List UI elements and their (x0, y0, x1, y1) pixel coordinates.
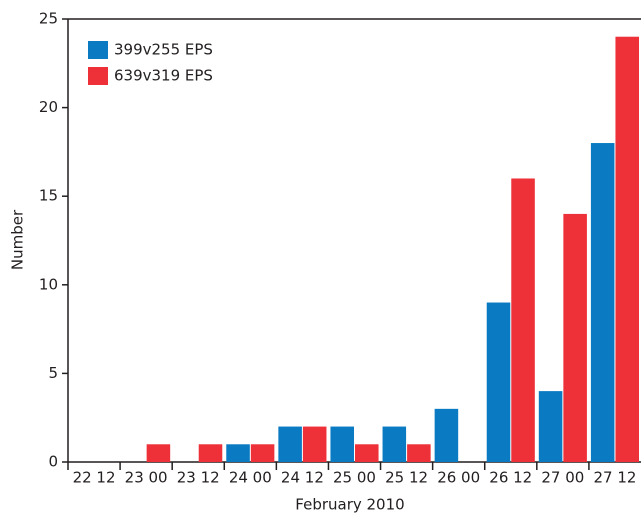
bar (146, 444, 171, 462)
x-tick-label: 23 00 (125, 469, 168, 487)
x-tick-label: 26 12 (489, 469, 532, 487)
x-tick-label: 22 12 (73, 469, 116, 487)
x-tick-label: 24 00 (229, 469, 272, 487)
x-axis-label: February 2010 (295, 496, 404, 514)
y-tick-label: 15 (39, 187, 58, 205)
y-tick-label: 0 (48, 453, 58, 471)
bar (615, 36, 639, 462)
bar (407, 444, 431, 462)
bar (226, 444, 250, 462)
bar (330, 426, 354, 462)
bar (278, 426, 302, 462)
bar (382, 426, 407, 462)
bar (355, 444, 379, 462)
bar (563, 213, 587, 462)
x-tick-label: 23 12 (177, 469, 220, 487)
bar (250, 444, 275, 462)
y-tick-label: 5 (48, 364, 58, 382)
bar (511, 178, 535, 463)
bar (198, 444, 223, 462)
x-tick-label: 24 12 (281, 469, 324, 487)
y-tick-label: 25 (39, 10, 58, 28)
bar (486, 302, 511, 462)
x-tick-label: 26 00 (437, 469, 480, 487)
x-tick-label: 25 12 (385, 469, 428, 487)
x-tick-label: 27 12 (593, 469, 636, 487)
y-axis-label: Number (9, 209, 27, 270)
x-tick-label: 25 00 (333, 469, 376, 487)
y-tick-label: 20 (39, 98, 58, 116)
bar (590, 143, 615, 463)
legend-label: 399v255 EPS (114, 41, 213, 59)
legend-swatch (88, 67, 108, 85)
bar (434, 408, 459, 462)
x-tick-label: 27 00 (541, 469, 584, 487)
bar (538, 391, 563, 462)
bar (302, 426, 327, 462)
legend-label: 639v319 EPS (114, 67, 213, 85)
y-tick-label: 10 (39, 275, 58, 293)
legend-swatch (88, 41, 108, 59)
